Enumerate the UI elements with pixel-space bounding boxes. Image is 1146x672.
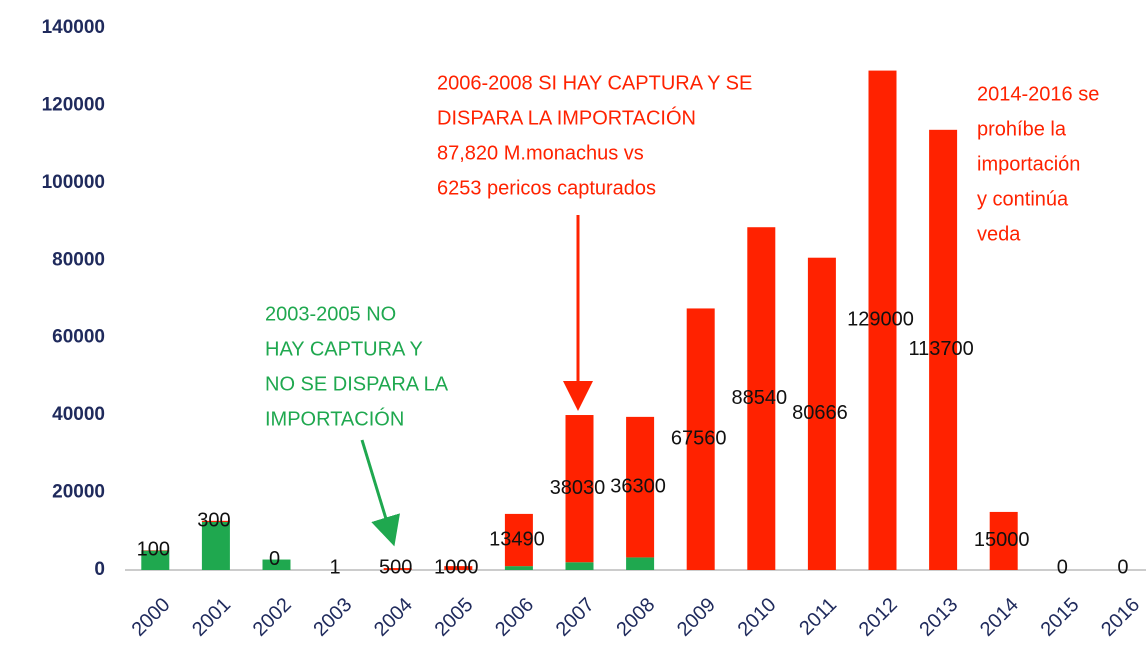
annotation: 6253 pericos capturados bbox=[437, 177, 656, 199]
y-tick-label: 40000 bbox=[52, 404, 105, 425]
bar-segment bbox=[989, 511, 1018, 570]
bar-segment bbox=[807, 257, 836, 570]
annotation: 2014-2016 se bbox=[977, 83, 1099, 105]
bar-segment bbox=[201, 521, 230, 570]
annotation: 2003-2005 NO bbox=[265, 303, 396, 325]
value-label: 67560 bbox=[671, 428, 727, 450]
bar-segment bbox=[565, 415, 594, 563]
x-tick-label: 2007 bbox=[552, 594, 599, 641]
value-label: 0 bbox=[269, 548, 280, 570]
bar-segment bbox=[383, 568, 412, 570]
x-tick-label: 2014 bbox=[976, 594, 1023, 641]
x-tick-label: 2010 bbox=[734, 594, 781, 641]
value-label: 0 bbox=[1117, 556, 1128, 578]
bar-segment bbox=[929, 129, 958, 570]
value-label: 500 bbox=[379, 556, 412, 578]
bar-segment bbox=[747, 227, 776, 571]
y-tick-label: 80000 bbox=[52, 249, 105, 270]
y-tick-label: 60000 bbox=[52, 327, 105, 348]
value-label: 100 bbox=[137, 539, 170, 561]
x-tick-label: 2006 bbox=[491, 594, 538, 641]
bar-segment bbox=[504, 566, 533, 570]
bar-segment bbox=[868, 70, 897, 570]
value-label: 0 bbox=[1057, 556, 1068, 578]
x-tick-label: 2000 bbox=[128, 594, 175, 641]
x-tick-label: 2003 bbox=[309, 594, 356, 641]
x-tick-label: 2016 bbox=[1097, 594, 1144, 641]
bar-segment bbox=[444, 566, 473, 570]
annotation: NO SE DISPARA LA bbox=[265, 373, 449, 395]
value-label: 300 bbox=[197, 510, 230, 532]
annotation: veda bbox=[977, 223, 1021, 245]
bar-segment bbox=[565, 562, 594, 570]
value-label: 1000 bbox=[434, 556, 479, 578]
value-label: 1 bbox=[330, 556, 341, 578]
x-tick-label: 2011 bbox=[795, 594, 841, 640]
y-tick-label: 120000 bbox=[42, 94, 105, 115]
x-tick-label: 2013 bbox=[915, 594, 962, 641]
annotation: y continúa bbox=[977, 188, 1069, 210]
annotation: prohíbe la bbox=[977, 118, 1067, 140]
value-label: 13490 bbox=[489, 528, 545, 550]
y-tick-label: 0 bbox=[94, 559, 105, 580]
value-label: 88540 bbox=[731, 387, 787, 409]
bar-segment bbox=[626, 557, 655, 570]
value-label: 129000 bbox=[847, 309, 914, 331]
value-label: 80666 bbox=[792, 402, 848, 424]
bar-segment bbox=[201, 520, 230, 522]
bar-segment bbox=[686, 308, 715, 570]
x-tick-label: 2004 bbox=[370, 594, 417, 641]
annotation: 2006-2008 SI HAY CAPTURA Y SE bbox=[437, 72, 752, 94]
x-tick-label: 2001 bbox=[188, 594, 235, 641]
bar-segment bbox=[262, 559, 291, 570]
bar-segment bbox=[504, 513, 533, 567]
annotation: IMPORTACIÓN bbox=[265, 407, 404, 430]
y-tick-label: 100000 bbox=[42, 172, 105, 193]
annotation: importación bbox=[977, 153, 1080, 175]
y-tick-label: 140000 bbox=[42, 17, 105, 38]
x-tick-label: 2005 bbox=[431, 594, 478, 641]
value-label: 36300 bbox=[610, 475, 666, 497]
x-tick-label: 2012 bbox=[855, 594, 902, 641]
bar-segment bbox=[626, 416, 655, 558]
x-tick-label: 2015 bbox=[1037, 594, 1084, 641]
annotation: HAY CAPTURA Y bbox=[265, 338, 423, 360]
x-tick-label: 2002 bbox=[249, 594, 296, 641]
annotation: 87,820 M.monachus vs bbox=[437, 142, 644, 164]
value-label: 38030 bbox=[550, 477, 606, 499]
value-label: 15000 bbox=[974, 529, 1030, 551]
y-tick-label: 20000 bbox=[52, 482, 105, 503]
arrow bbox=[360, 439, 400, 547]
x-tick-label: 2008 bbox=[612, 594, 659, 641]
bar-segment bbox=[141, 550, 170, 570]
x-tick-label: 2009 bbox=[673, 594, 720, 641]
value-label: 113700 bbox=[908, 338, 973, 360]
annotation: DISPARA LA IMPORTACIÓN bbox=[437, 106, 696, 129]
